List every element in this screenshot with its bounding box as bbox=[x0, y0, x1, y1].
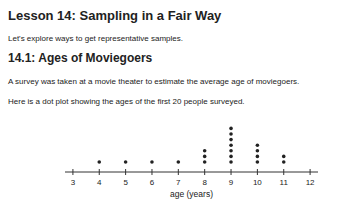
tick-mark bbox=[231, 169, 232, 175]
dot bbox=[229, 155, 233, 159]
dot bbox=[229, 132, 233, 136]
lesson-title: Lesson 14: Sampling in a Fair Way bbox=[8, 8, 222, 23]
dot bbox=[256, 149, 260, 153]
tick-label: 8 bbox=[202, 178, 207, 187]
dot bbox=[203, 155, 207, 159]
tick-label: 11 bbox=[280, 178, 289, 187]
dot bbox=[256, 143, 260, 147]
tick-label: 3 bbox=[71, 178, 76, 187]
dot bbox=[229, 143, 233, 147]
dot bbox=[203, 149, 207, 153]
tick-label: 12 bbox=[306, 178, 315, 187]
tick-label: 10 bbox=[253, 178, 262, 187]
dots bbox=[97, 127, 285, 164]
dot bbox=[177, 160, 181, 164]
dot bbox=[229, 149, 233, 153]
paragraph: A survey was taken at a movie theater to… bbox=[8, 77, 299, 86]
tick-mark bbox=[204, 169, 205, 175]
tick-label: 6 bbox=[150, 178, 155, 187]
tick-mark bbox=[310, 169, 311, 175]
dot bbox=[203, 160, 207, 164]
tick-mark bbox=[72, 169, 73, 175]
dot bbox=[229, 160, 233, 164]
paragraph: Here is a dot plot showing the ages of t… bbox=[8, 97, 245, 106]
tick-label: 4 bbox=[97, 178, 102, 187]
tick-mark bbox=[257, 169, 258, 175]
x-axis bbox=[65, 172, 318, 173]
tick-mark bbox=[151, 169, 152, 175]
tick-label: 7 bbox=[176, 178, 181, 187]
lesson-subtitle: Let's explore ways to get representative… bbox=[8, 34, 183, 43]
dot bbox=[229, 127, 233, 131]
x-axis-label: age (years) bbox=[170, 189, 213, 199]
tick-mark bbox=[125, 169, 126, 175]
dot bbox=[97, 160, 101, 164]
tick-mark bbox=[178, 169, 179, 175]
dot bbox=[282, 160, 286, 164]
dot bbox=[150, 160, 154, 164]
dot bbox=[256, 160, 260, 164]
tick-label: 9 bbox=[229, 178, 234, 187]
dot bbox=[256, 155, 260, 159]
dot bbox=[229, 138, 233, 142]
dot-plot: 3 4 5 6 7 8 9 10 11 12 age (years) bbox=[65, 127, 318, 199]
tick-mark bbox=[99, 169, 100, 175]
section-title: 14.1: Ages of Moviegoers bbox=[8, 51, 153, 65]
dot bbox=[124, 160, 128, 164]
page: Lesson 14: Sampling in a Fair Way Let's e… bbox=[0, 0, 350, 200]
tick-label: 5 bbox=[123, 178, 128, 187]
dot bbox=[282, 155, 286, 159]
tick-mark bbox=[283, 169, 284, 175]
